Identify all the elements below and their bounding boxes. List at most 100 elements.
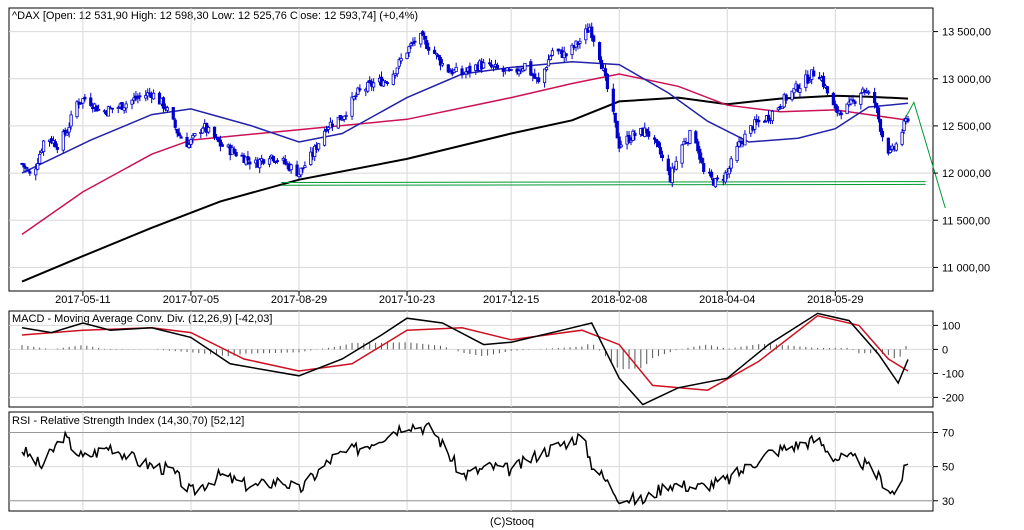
candle-body <box>405 52 409 59</box>
candle-body <box>313 145 317 158</box>
candle-body <box>737 141 741 147</box>
candle-body <box>165 107 169 111</box>
candle-body <box>81 98 85 104</box>
candle-body <box>529 61 533 76</box>
candle-body <box>660 154 665 158</box>
price-x-axis: 2017-05-11 2017-07-05 2017-08-29 2017-10-23… <box>55 291 863 306</box>
candle-body <box>177 132 181 137</box>
candle-body <box>548 55 553 60</box>
candle-body <box>460 68 464 76</box>
price-y-tick-label: 11 500,00 <box>942 215 990 227</box>
candle-body <box>550 50 555 56</box>
price-y-tick-label: 13 000,00 <box>942 74 991 86</box>
candle-body <box>603 68 608 77</box>
candle-body <box>537 77 541 83</box>
price-x-tick-label: 2018-05-29 <box>807 294 863 306</box>
candle-body <box>411 42 415 44</box>
candle-body <box>464 71 468 75</box>
candle-body <box>546 59 551 67</box>
candle-body <box>173 119 177 128</box>
candle-body <box>647 131 651 137</box>
macd-y-axis: 100 0 -100 -200 <box>933 320 964 404</box>
candle-body <box>53 141 57 148</box>
candle-body <box>212 126 217 139</box>
price-x-tick-label: 2018-02-08 <box>591 294 647 306</box>
candle-body <box>666 158 670 172</box>
candle-body <box>391 73 395 85</box>
rsi-y-tick-label: 30 <box>942 496 954 508</box>
candle-body <box>680 144 684 164</box>
candle-body <box>65 132 69 136</box>
candle-body <box>835 106 839 113</box>
candle-body <box>297 173 301 178</box>
candle-body <box>487 62 492 65</box>
candle-body <box>670 167 674 184</box>
candle-body <box>397 59 401 67</box>
footer-credit: (C)Stooq <box>490 516 534 528</box>
candle-body <box>421 31 425 36</box>
candle-body <box>423 35 427 40</box>
candle-body <box>122 107 126 111</box>
candle-body <box>837 110 841 114</box>
candle-body <box>599 59 604 70</box>
candle-body <box>886 137 890 154</box>
candle-body <box>629 139 633 143</box>
macd-y-tick-label: -200 <box>942 392 964 404</box>
price-x-tick-label: 2017-08-29 <box>271 294 327 306</box>
candle-body <box>342 115 346 120</box>
candle-body <box>654 139 659 143</box>
candle-body <box>67 126 71 133</box>
price-x-tick-label: 2017-10-23 <box>379 294 435 306</box>
candle-body <box>688 130 692 144</box>
candle-body <box>356 87 360 95</box>
candle-body <box>727 168 731 175</box>
candle-body <box>38 153 42 164</box>
candle-body <box>674 160 678 170</box>
candle-body <box>894 143 898 151</box>
candle-body <box>409 43 413 46</box>
candle-body <box>839 112 843 116</box>
candle-body <box>136 97 140 100</box>
candle-body <box>191 134 195 139</box>
candle-body <box>542 68 547 84</box>
candle-body <box>873 92 877 104</box>
candle-body <box>63 129 67 135</box>
candle-body <box>358 88 362 91</box>
candle-body <box>880 130 885 138</box>
candle-body <box>878 119 883 132</box>
candle-body <box>633 132 637 136</box>
candle-body <box>130 99 134 105</box>
candle-body <box>645 128 649 134</box>
candle-body <box>344 115 348 117</box>
price-y-tick-label: 12 000,00 <box>942 168 991 180</box>
candle-body <box>110 107 114 110</box>
candle-body <box>558 49 562 52</box>
candle-body <box>440 62 445 66</box>
candle-body <box>611 88 615 112</box>
candle-body <box>234 152 238 157</box>
ma-red-line <box>21 73 909 236</box>
candle-body <box>770 110 775 122</box>
candle-body <box>533 73 537 79</box>
candle-body <box>446 64 450 73</box>
candle-body <box>340 118 344 121</box>
price-x-tick-label: 2017-05-11 <box>55 294 110 306</box>
candle-body <box>383 80 388 83</box>
candle-body <box>544 67 549 71</box>
candle-body <box>495 64 500 69</box>
candle-body <box>874 102 879 108</box>
candle-body <box>694 131 698 144</box>
candle-body <box>26 169 30 172</box>
price-panel: ^DAX [Open: 12 531,90 High: 12 598,30 Lo… <box>8 7 991 306</box>
candle-body <box>713 178 718 188</box>
candle-body <box>564 53 568 57</box>
candle-body <box>95 105 99 112</box>
ma-blue-line <box>21 61 909 174</box>
candle-body <box>171 107 175 120</box>
candle-body <box>849 99 853 105</box>
rsi-y-axis: 70 50 30 <box>933 427 954 508</box>
candle-body <box>326 127 331 130</box>
macd-line <box>21 312 909 406</box>
candle-body <box>709 171 714 178</box>
candle-body <box>244 156 248 165</box>
